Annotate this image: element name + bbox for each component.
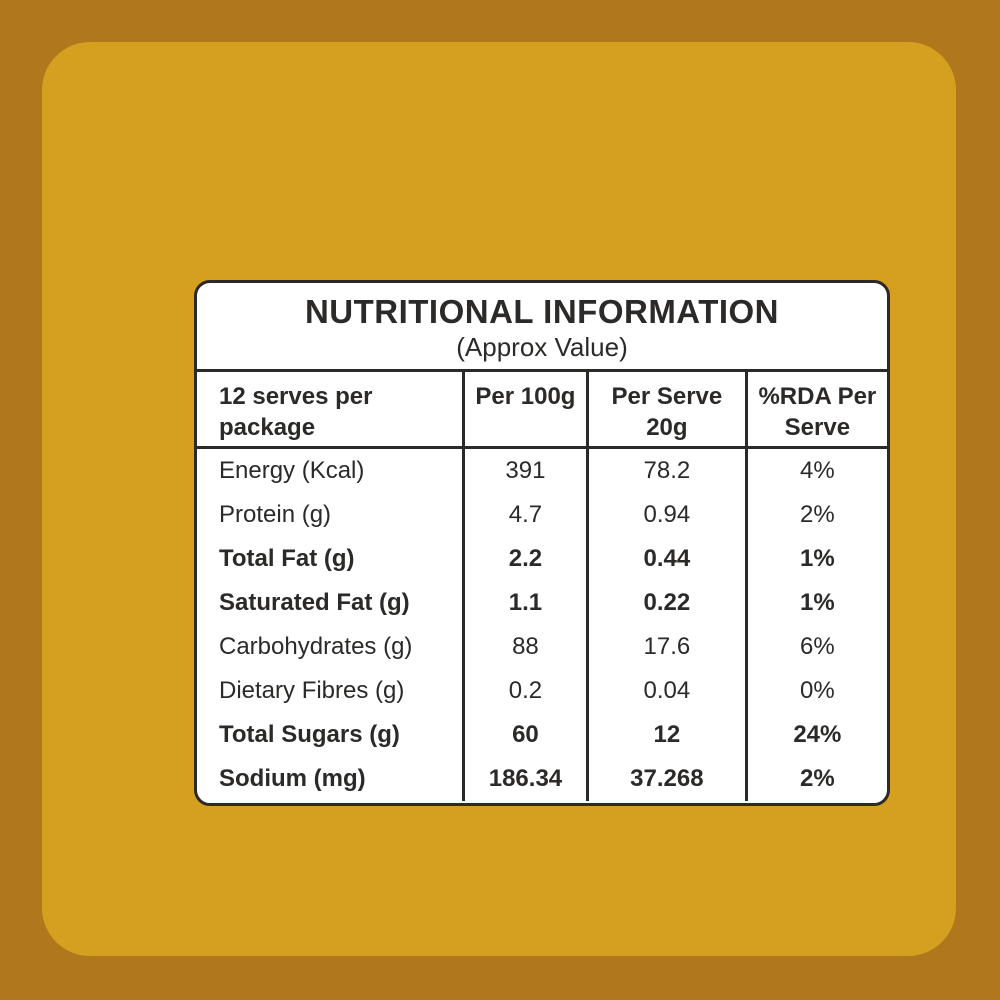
value-per-100g: 0.2 (461, 668, 588, 713)
value-rda: 4% (744, 447, 887, 493)
header-per-100g: Per 100g (461, 372, 588, 449)
value-rda: 2% (744, 756, 887, 801)
page-title: NUTRITIONAL INFORMATION (304, 293, 780, 330)
table-row-carbohydrates: Carbohydrates (g) 88 17.6 6% (197, 624, 887, 669)
value-per-serve: 78.2 (586, 447, 747, 493)
table-row-total-fat: Total Fat (g) 2.2 0.44 1% (197, 536, 887, 581)
value-per-100g: 88 (461, 624, 588, 669)
table-body: Energy (Kcal) 391 78.2 4% Protein (g) 4.… (197, 447, 887, 801)
value-per-100g: 60 (461, 712, 588, 757)
table-header: 12 serves per package Per 100g Per Serve… (197, 372, 887, 449)
table-row-sodium: Sodium (mg) 186.34 37.268 2% (197, 756, 887, 801)
value-per-100g: 186.34 (461, 756, 588, 801)
header-serves-per-package: 12 serves per package (197, 372, 464, 449)
value-rda: 1% (744, 536, 887, 581)
nutrition-table: 12 serves per package Per 100g Per Serve… (197, 372, 887, 801)
table-row-protein: Protein (g) 4.7 0.94 2% (197, 492, 887, 537)
value-per-serve: 0.44 (586, 536, 747, 581)
value-per-100g: 391 (461, 447, 588, 493)
value-per-serve: 37.268 (586, 756, 747, 801)
value-rda: 24% (744, 712, 887, 757)
value-per-serve: 0.04 (586, 668, 747, 713)
value-rda: 6% (744, 624, 887, 669)
value-per-serve: 12 (586, 712, 747, 757)
row-label: Carbohydrates (g) (219, 632, 413, 660)
value-rda: 1% (744, 580, 887, 625)
header-rda-per-serve: %RDA Per Serve (744, 372, 887, 449)
value-per-serve: 0.22 (586, 580, 747, 625)
table-row-total-sugars: Total Sugars (g) 60 12 24% (197, 712, 887, 757)
value-per-serve: 0.94 (586, 492, 747, 537)
table-row-saturated-fat: Saturated Fat (g) 1.1 0.22 1% (197, 580, 887, 625)
table-row-energy: Energy (Kcal) 391 78.2 4% (197, 447, 887, 493)
row-label: Total Sugars (g) (219, 720, 400, 748)
page-subtitle: (Approx Value) (456, 332, 628, 362)
value-per-serve: 17.6 (586, 624, 747, 669)
value-rda: 0% (744, 668, 887, 713)
title-block: NUTRITIONAL INFORMATION (Approx Value) (197, 283, 887, 372)
value-per-100g: 2.2 (461, 536, 588, 581)
golden-panel: NUTRITIONAL INFORMATION (Approx Value) 1… (42, 42, 956, 956)
table-row-dietary-fibres: Dietary Fibres (g) 0.2 0.04 0% (197, 668, 887, 713)
row-label: Energy (Kcal) (219, 456, 365, 484)
value-per-100g: 1.1 (461, 580, 588, 625)
row-label: Sodium (mg) (219, 764, 366, 792)
row-label: Total Fat (g) (219, 544, 355, 572)
row-label: Protein (g) (219, 500, 332, 528)
value-rda: 2% (744, 492, 887, 537)
row-label: Dietary Fibres (g) (219, 676, 405, 704)
header-row: 12 serves per package Per 100g Per Serve… (197, 372, 887, 449)
row-label: Saturated Fat (g) (219, 588, 410, 616)
value-per-100g: 4.7 (461, 492, 588, 537)
header-per-serve: Per Serve 20g (586, 372, 747, 449)
nutrition-label-card: NUTRITIONAL INFORMATION (Approx Value) 1… (194, 280, 890, 806)
